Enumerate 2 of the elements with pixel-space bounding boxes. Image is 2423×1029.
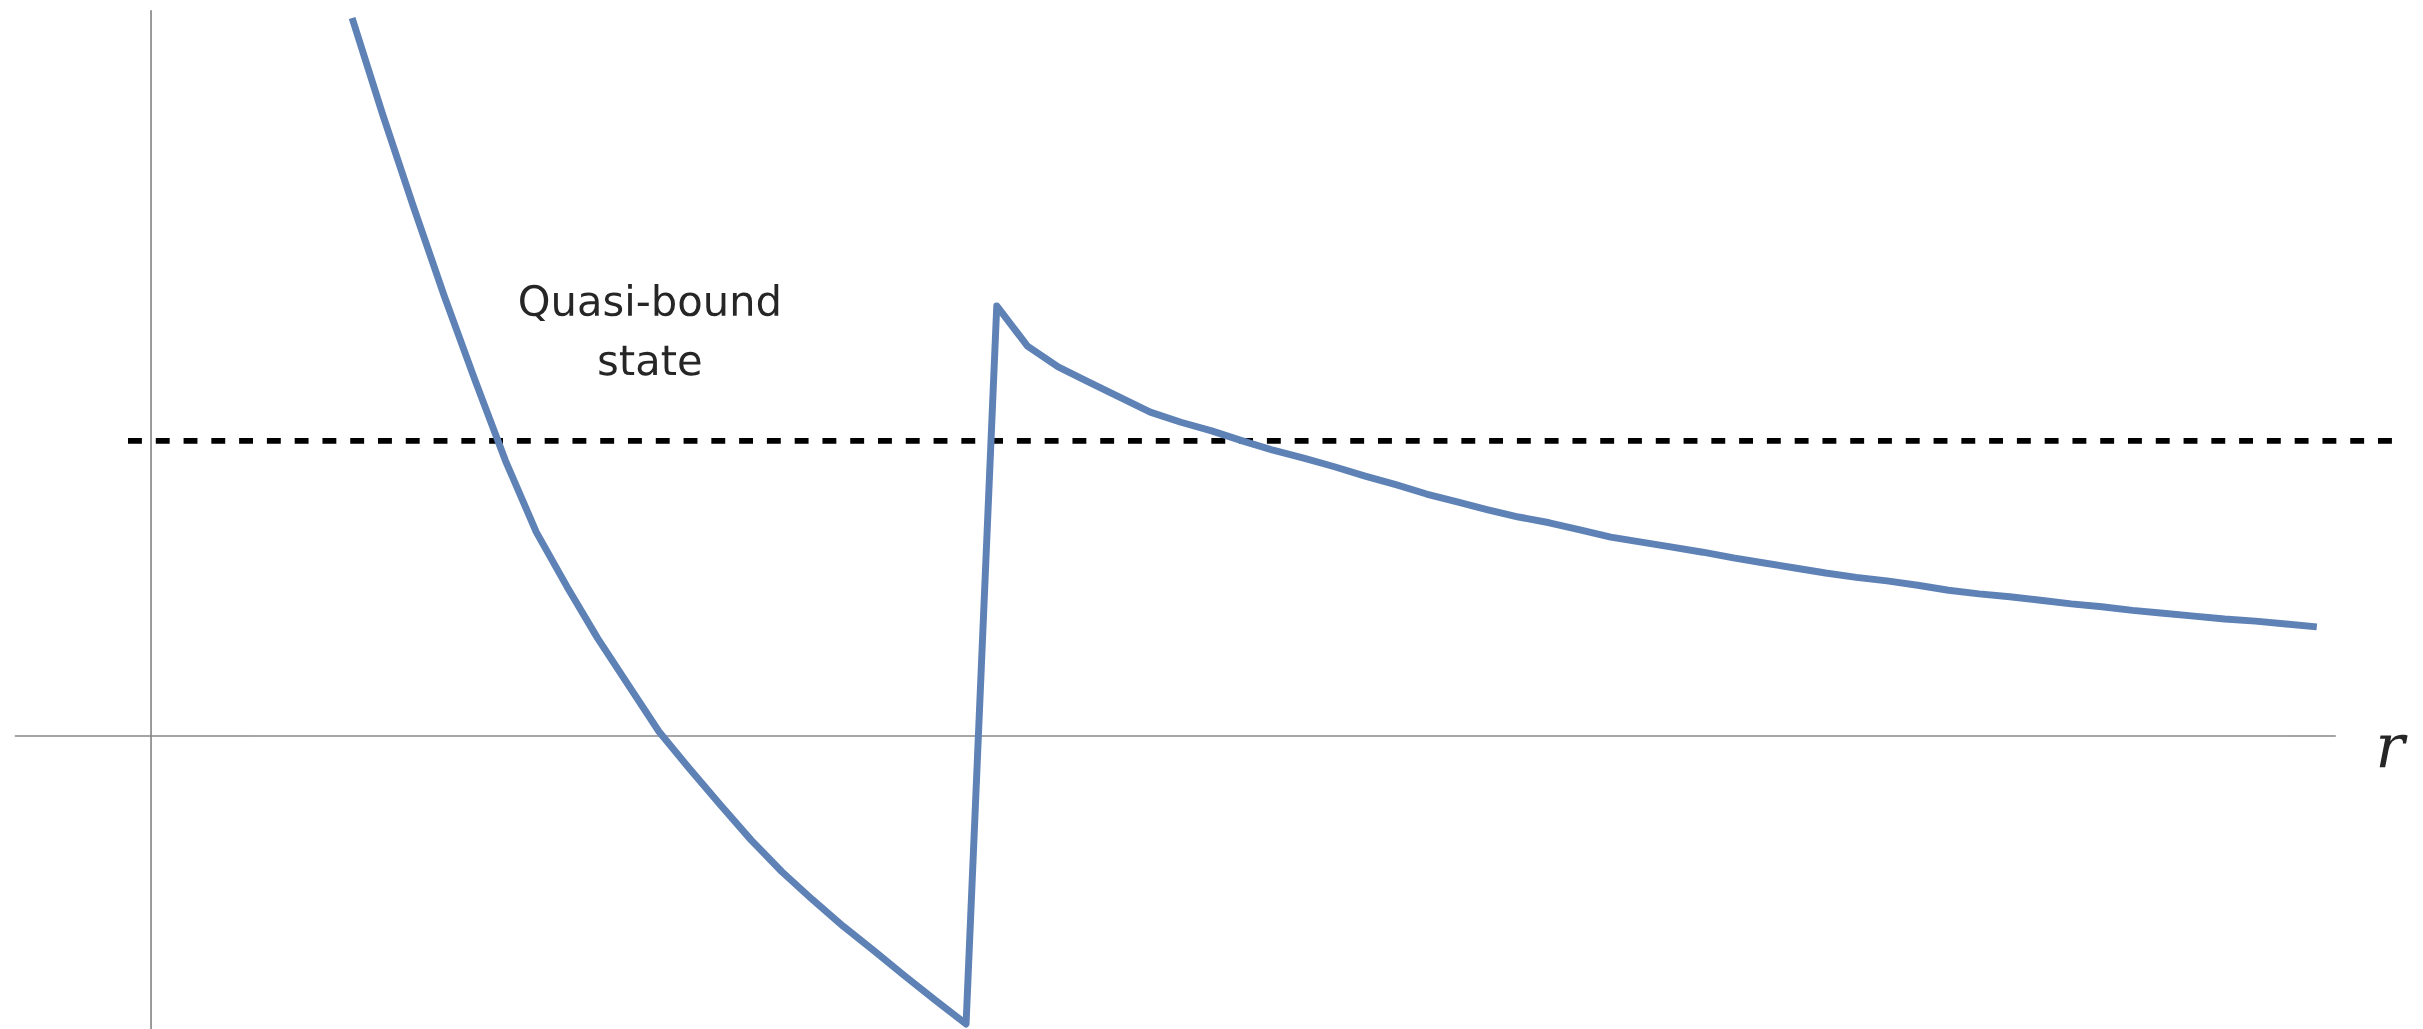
- annotation: Quasi-bound state: [520, 284, 779, 376]
- x-axis-title: r: [2379, 734, 2408, 768]
